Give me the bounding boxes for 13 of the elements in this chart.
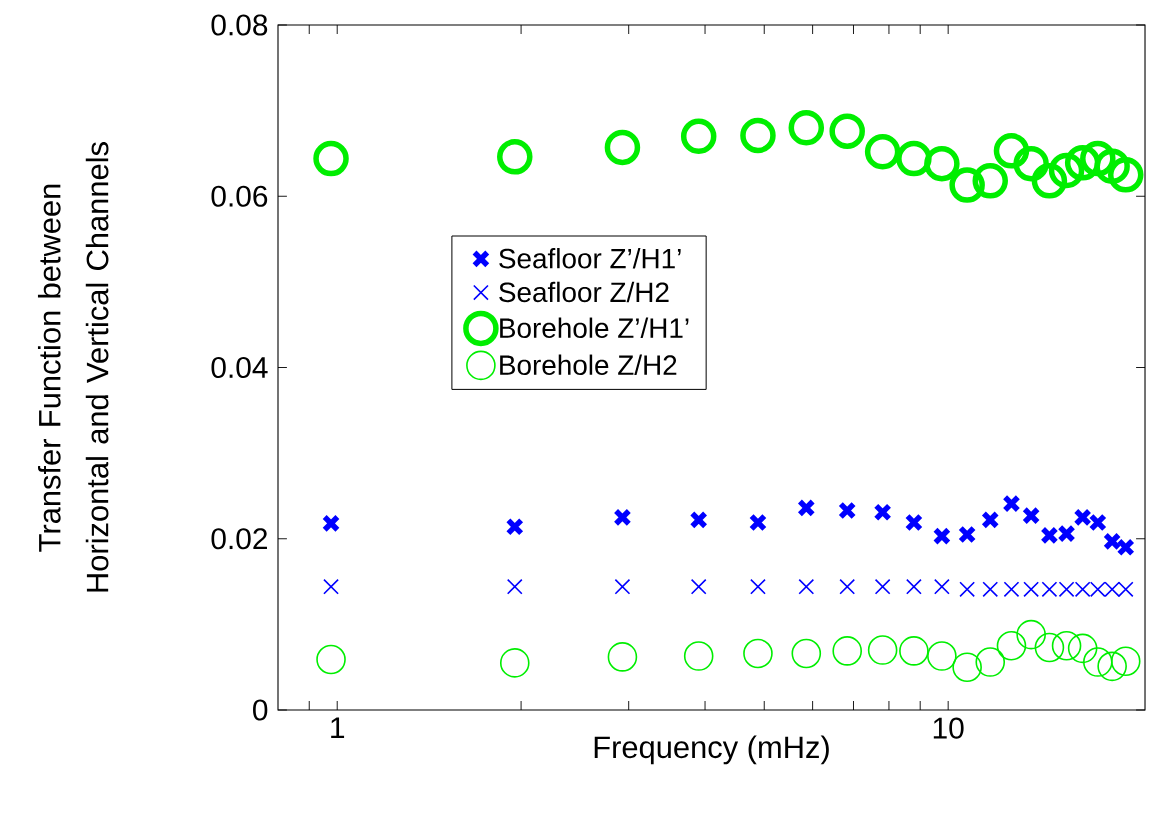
y-tick-label: 0 (253, 699, 268, 721)
legend-label: Borehole Z/H2 (500, 354, 677, 376)
y-axis-title: Transfer Function between Horizontal and Vertical Channels (37, 142, 109, 592)
x-axis-title: Frequency (mHz) (594, 735, 829, 765)
x-tick-label: 10 (933, 717, 964, 739)
x-tick-label: 1 (331, 717, 345, 739)
y-tick-label: 0.02 (211, 528, 267, 550)
legend-label: Seafloor Z/H2 (499, 281, 669, 303)
legend-label: Borehole Z’/H1’ (500, 317, 689, 339)
y-tick-label: 0.08 (211, 14, 268, 36)
y-tick-label: 0.06 (211, 185, 268, 207)
legend-label: Seafloor Z’/H1’ (499, 248, 681, 269)
y-tick-label: 0.04 (211, 356, 268, 379)
